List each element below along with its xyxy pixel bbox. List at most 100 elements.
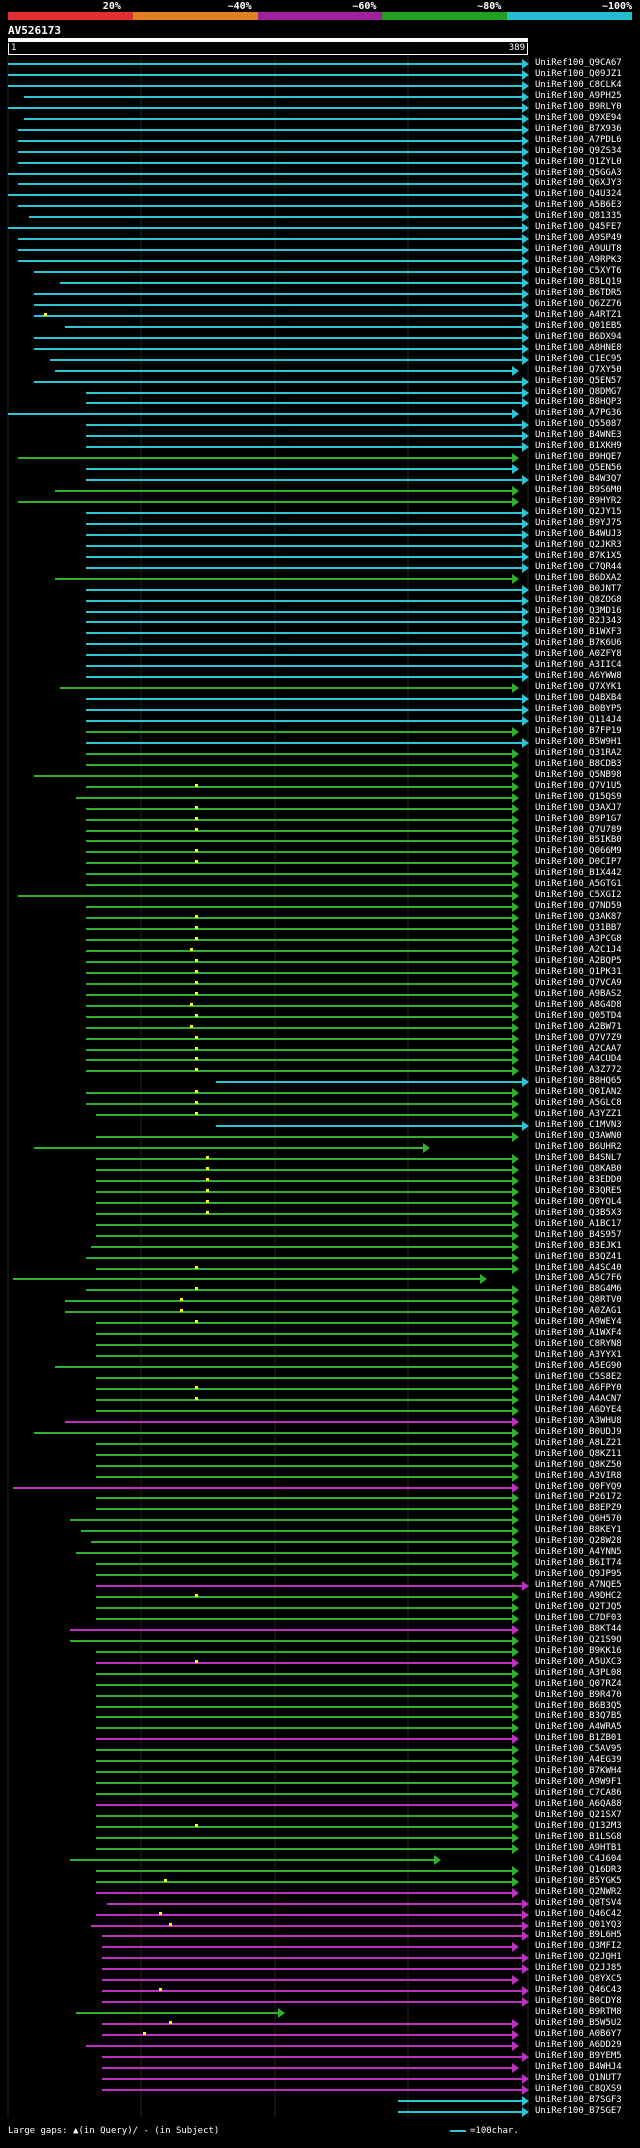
hit-link[interactable]: UniRef100_C1MVN3 xyxy=(535,1120,622,1131)
hit-link[interactable]: UniRef100_B8LQ19 xyxy=(535,277,622,287)
hit-link[interactable]: UniRef100_A9SP49 xyxy=(535,233,622,244)
hit-link[interactable]: UniRef100_A5B6E3 xyxy=(535,200,622,211)
hit-link[interactable]: UniRef100_A3VIR8 xyxy=(535,1470,622,1481)
hit-link[interactable]: UniRef100_B7KWH4 xyxy=(535,1766,622,1777)
hit-link[interactable]: UniRef100_Q28W28 xyxy=(535,1536,622,1547)
hit-link[interactable]: UniRef100_A7PDL6 xyxy=(535,134,622,145)
hit-link[interactable]: UniRef100_B1ZB01 xyxy=(535,1733,622,1744)
hit-link[interactable]: UniRef100_A2BQP5 xyxy=(535,955,622,966)
hit-link[interactable]: UniRef100_Q132M3 xyxy=(535,1820,622,1831)
hit-link[interactable]: UniRef100_A9HTB1 xyxy=(535,1842,622,1853)
hit-link[interactable]: UniRef100_A3PL08 xyxy=(535,1667,622,1678)
hit-link[interactable]: UniRef100_B0JNT7 xyxy=(535,583,622,594)
hit-link[interactable]: UniRef100_Q8RTV0 xyxy=(535,1295,622,1306)
hit-link[interactable]: UniRef100_P26172 xyxy=(535,1492,622,1503)
hit-link[interactable]: UniRef100_B9P1G7 xyxy=(535,813,622,824)
hit-link[interactable]: UniRef100_Q2NWR2 xyxy=(535,1886,622,1897)
hit-link[interactable]: UniRef100_C7DF03 xyxy=(535,1612,622,1623)
hit-link[interactable]: UniRef100_B9R470 xyxy=(535,1689,622,1700)
hit-link[interactable]: UniRef100_C7CA86 xyxy=(535,1788,622,1799)
hit-link[interactable]: UniRef100_Q31BB7 xyxy=(535,923,622,934)
hit-link[interactable]: UniRef100_A9BAS2 xyxy=(535,988,622,999)
hit-link[interactable]: UniRef100_B4S957 xyxy=(535,1229,622,1240)
hit-link[interactable]: UniRef100_A4ACN7 xyxy=(535,1393,622,1404)
hit-link[interactable]: UniRef100_B7K6U6 xyxy=(535,638,622,649)
hit-link[interactable]: UniRef100_Q45FE7 xyxy=(535,222,622,233)
hit-link[interactable]: UniRef100_A5EG90 xyxy=(535,1361,622,1372)
hit-link[interactable]: UniRef100_A9WEY4 xyxy=(535,1317,622,1328)
hit-link[interactable]: UniRef100_A6DD29 xyxy=(535,2039,622,2050)
hit-link[interactable]: UniRef100_B6DX94 xyxy=(535,331,622,342)
hit-link[interactable]: UniRef100_Q21S9O xyxy=(535,1634,622,1645)
hit-link[interactable]: UniRef100_C5XYT6 xyxy=(535,266,622,277)
hit-link[interactable]: UniRef100_Q7V1U5 xyxy=(535,780,622,791)
hit-link[interactable]: UniRef100_Q114J4 xyxy=(535,715,622,725)
hit-link[interactable]: UniRef100_Q5NB98 xyxy=(535,769,622,780)
hit-link[interactable]: UniRef100_B9KK16 xyxy=(535,1645,622,1656)
hit-link[interactable]: UniRef100_B6DXA2 xyxy=(535,572,622,583)
hit-link[interactable]: UniRef100_Q46C43 xyxy=(535,1985,622,1996)
hit-link[interactable]: UniRef100_Q9JP95 xyxy=(535,1569,622,1580)
hit-link[interactable]: UniRef100_Q2TJQ5 xyxy=(535,1601,622,1612)
hit-link[interactable]: UniRef100_A3WHU8 xyxy=(535,1415,622,1426)
hit-link[interactable]: UniRef100_B5YGK5 xyxy=(535,1875,622,1886)
hit-link[interactable]: UniRef100_B3Q7B5 xyxy=(535,1711,622,1722)
hit-link[interactable]: UniRef100_Q8KAB0 xyxy=(535,1163,622,1174)
hit-link[interactable]: UniRef100_A0ZFY8 xyxy=(535,649,622,660)
hit-link[interactable]: UniRef100_Q8TSV4 xyxy=(535,1897,622,1908)
hit-link[interactable]: UniRef100_Q2JKR3 xyxy=(535,539,622,550)
hit-link[interactable]: UniRef100_Q8DMG7 xyxy=(535,386,622,397)
hit-link[interactable]: UniRef100_A8HNE8 xyxy=(535,342,622,353)
hit-link[interactable]: UniRef100_Q2JJ85 xyxy=(535,1963,622,1974)
hit-link[interactable]: UniRef100_A2C1J4 xyxy=(535,944,622,955)
hit-link[interactable]: UniRef100_A9RPK3 xyxy=(535,255,622,266)
hit-link[interactable]: UniRef100_Q01YQ3 xyxy=(535,1919,622,1930)
hit-link[interactable]: UniRef100_Q1PK31 xyxy=(535,966,622,977)
hit-link[interactable]: UniRef100_B8KEY1 xyxy=(535,1525,622,1536)
hit-link[interactable]: UniRef100_Q05TD4 xyxy=(535,1010,622,1021)
hit-link[interactable]: UniRef100_Q2JQH1 xyxy=(535,1952,622,1963)
hit-link[interactable]: UniRef100_Q0YQL4 xyxy=(535,1196,622,1207)
hit-link[interactable]: UniRef100_Q01EB5 xyxy=(535,320,622,331)
hit-link[interactable]: UniRef100_B3QZ41 xyxy=(535,1251,622,1262)
hit-link[interactable]: UniRef100_Q9CA67 xyxy=(535,58,622,68)
hit-link[interactable]: UniRef100_B9S6M0 xyxy=(535,485,622,496)
hit-link[interactable]: UniRef100_C5S8E2 xyxy=(535,1372,622,1382)
hit-link[interactable]: UniRef100_Q2JY15 xyxy=(535,506,622,517)
hit-link[interactable]: UniRef100_B1XKH9 xyxy=(535,441,622,452)
hit-link[interactable]: UniRef100_B4WNE3 xyxy=(535,430,622,441)
hit-link[interactable]: UniRef100_Q6XJY3 xyxy=(535,178,622,189)
hit-link[interactable]: UniRef100_A6DYE4 xyxy=(535,1404,622,1415)
hit-link[interactable]: UniRef100_A4EG39 xyxy=(535,1755,622,1766)
hit-link[interactable]: UniRef100_A2BW71 xyxy=(535,1021,622,1032)
hit-link[interactable]: UniRef100_A5GLC8 xyxy=(535,1098,622,1109)
hit-link[interactable]: UniRef100_A5GTG1 xyxy=(535,879,622,890)
hit-link[interactable]: UniRef100_B3EDD0 xyxy=(535,1174,622,1185)
hit-link[interactable]: UniRef100_B0BYP5 xyxy=(535,704,622,715)
hit-link[interactable]: UniRef100_B4W3Q7 xyxy=(535,474,622,485)
hit-link[interactable]: UniRef100_A6QA88 xyxy=(535,1799,622,1810)
hit-link[interactable]: UniRef100_B2J343 xyxy=(535,616,622,627)
hit-link[interactable]: UniRef100_A0ZAG1 xyxy=(535,1306,622,1317)
hit-link[interactable]: UniRef100_B1X442 xyxy=(535,868,622,879)
hit-link[interactable]: UniRef100_B6B3Q5 xyxy=(535,1700,622,1711)
hit-link[interactable]: UniRef100_A4WRA5 xyxy=(535,1722,622,1733)
hit-link[interactable]: UniRef100_B8HQP3 xyxy=(535,397,622,408)
hit-link[interactable]: UniRef100_Q7XYK1 xyxy=(535,682,622,693)
hit-link[interactable]: UniRef100_A9PH25 xyxy=(535,90,622,101)
hit-link[interactable]: UniRef100_B0CDY8 xyxy=(535,1996,622,2007)
hit-link[interactable]: UniRef100_Q7ND59 xyxy=(535,901,622,912)
hit-link[interactable]: UniRef100_A1BC17 xyxy=(535,1218,622,1229)
hit-link[interactable]: UniRef100_B9YJ75 xyxy=(535,517,622,528)
hit-link[interactable]: UniRef100_Q0IAN2 xyxy=(535,1087,622,1098)
hit-link[interactable]: UniRef100_Q1ZYL0 xyxy=(535,156,622,167)
hit-link[interactable]: UniRef100_A1WXF4 xyxy=(535,1328,622,1339)
hit-link[interactable]: UniRef100_B1LSG8 xyxy=(535,1831,622,1842)
hit-link[interactable]: UniRef100_B3QRE5 xyxy=(535,1185,622,1196)
hit-link[interactable]: UniRef100_B1WXF3 xyxy=(535,627,622,638)
hit-link[interactable]: UniRef100_Q09JZ1 xyxy=(535,68,622,79)
hit-link[interactable]: UniRef100_A5C7F6 xyxy=(535,1273,622,1284)
hit-link[interactable]: UniRef100_Q15QS9 xyxy=(535,791,622,802)
hit-link[interactable]: UniRef100_Q0FYQ9 xyxy=(535,1481,622,1492)
hit-link[interactable]: UniRef100_Q4BXB4 xyxy=(535,693,622,704)
